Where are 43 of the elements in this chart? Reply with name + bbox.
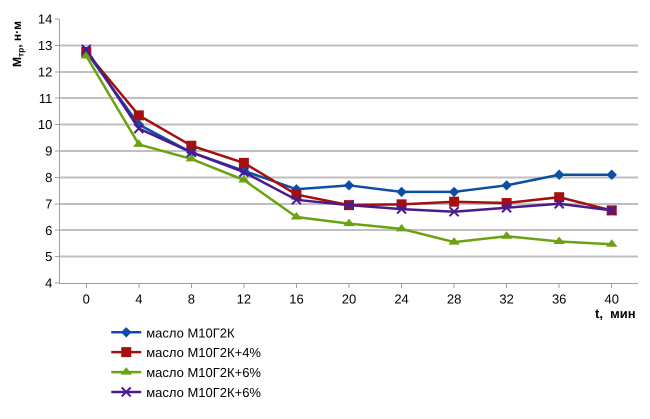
x-tick-label: 8 xyxy=(188,292,195,307)
point xyxy=(501,180,512,191)
point xyxy=(449,196,460,207)
point xyxy=(238,158,249,168)
y-tick-label: 10 xyxy=(38,117,52,132)
point xyxy=(134,110,144,120)
x-tick-label: 16 xyxy=(289,292,304,307)
point xyxy=(344,180,354,191)
y-tick-label: 12 xyxy=(38,64,52,80)
x-tick-label: 28 xyxy=(446,292,462,307)
x-tick-label: 36 xyxy=(552,292,566,307)
point xyxy=(448,186,460,198)
y-tick-label: 9 xyxy=(45,144,52,159)
x-tick-label: 32 xyxy=(499,292,514,307)
y-tick-label: 5 xyxy=(45,249,52,264)
point xyxy=(501,202,512,214)
point xyxy=(554,170,564,180)
x-tick-label: 12 xyxy=(236,292,252,307)
legend-label: масло М10Г2К xyxy=(146,325,236,340)
point xyxy=(554,198,565,210)
y-tick-label: 6 xyxy=(45,222,52,238)
point xyxy=(448,206,460,218)
y-tick-label: 13 xyxy=(38,38,52,53)
point xyxy=(606,170,617,180)
point xyxy=(80,44,92,55)
legend-label: масло М10Г2К+6% xyxy=(146,385,262,400)
y-tick-label: 8 xyxy=(45,170,52,185)
legend-label: масло М10Г2К+4% xyxy=(146,345,262,360)
x-tick-label: 4 xyxy=(135,292,142,307)
x-tick-label: 40 xyxy=(604,292,619,307)
y-tick-label: 7 xyxy=(45,196,52,212)
y-tick-label: 14 xyxy=(38,12,52,27)
y-tick-label: 11 xyxy=(38,90,52,106)
x-tick-label: 20 xyxy=(342,292,356,307)
point xyxy=(133,123,144,134)
x-axis-title: t, мин xyxy=(595,306,636,321)
legend-label: масло М10Г2К+6% xyxy=(146,365,262,380)
point xyxy=(396,186,407,198)
x-tick-label: 0 xyxy=(82,292,90,307)
y-tick-label: 4 xyxy=(45,276,52,291)
point xyxy=(396,204,408,215)
x-tick-label: 24 xyxy=(394,292,409,307)
point xyxy=(290,194,302,206)
